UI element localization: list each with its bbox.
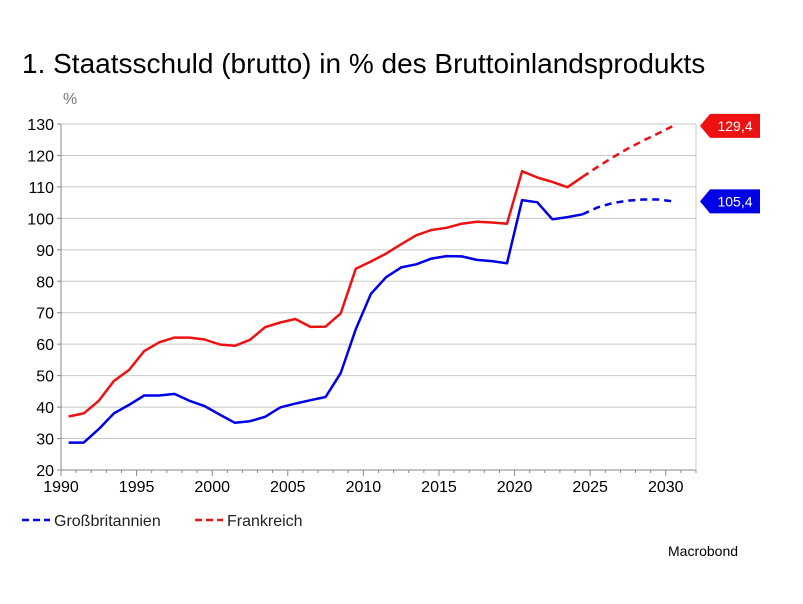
series-forecast-line-gro-britannien <box>582 198 674 216</box>
end-value-labels: 105,4 129,4 <box>700 113 760 214</box>
y-tick-label-40: 40 <box>36 400 54 417</box>
y-tick-label-50: 50 <box>36 369 54 386</box>
y-tick-label-120: 120 <box>27 148 54 165</box>
legend: Großbritannien Frankreich <box>22 513 303 530</box>
legend-label-gro-britannien: Großbritannien <box>54 513 161 530</box>
y-tick-label-20: 20 <box>36 463 54 480</box>
gridlines <box>60 123 697 471</box>
source-label: Macrobond <box>668 543 739 559</box>
chart-title: 1. Staatsschuld (brutto) in % des Brutto… <box>22 48 706 79</box>
end-label-box-gro-britannien <box>700 189 760 214</box>
y-tick-label-80: 80 <box>36 274 54 291</box>
end-label-gro-britannien: 105,4 <box>717 193 752 209</box>
series-line-gro-britannien <box>68 198 583 444</box>
x-tick-label-2020: 2020 <box>497 479 533 496</box>
end-label-box-frankreich <box>700 113 760 138</box>
legend-label-frankreich: Frankreich <box>227 513 303 530</box>
x-tick-label-2015: 2015 <box>421 479 457 496</box>
end-label-frankreich: 129,4 <box>717 118 752 134</box>
x-tick-label-2030: 2030 <box>648 479 684 496</box>
x-tick-label-2005: 2005 <box>270 479 306 496</box>
y-axis-unit-label: % <box>63 91 77 108</box>
y-tick-label-110: 110 <box>28 180 54 197</box>
y-tick-label-90: 90 <box>36 243 54 260</box>
series-line-frankreich <box>68 169 584 418</box>
y-tick-label-70: 70 <box>36 306 54 323</box>
x-tick-label-1990: 1990 <box>43 479 79 496</box>
plot-series <box>68 124 674 444</box>
x-tick-label-2010: 2010 <box>346 479 382 496</box>
y-tick-label-130: 130 <box>27 117 54 134</box>
x-tick-label-2000: 2000 <box>194 479 230 496</box>
x-tick-label-1995: 1995 <box>119 479 155 496</box>
y-tick-label-60: 60 <box>36 337 54 354</box>
y-tick-label-100: 100 <box>27 211 54 228</box>
series-forecast-line-frankreich <box>581 124 674 178</box>
x-tick-label-2025: 2025 <box>572 479 608 496</box>
y-axis-ticks: 20 30 40 50 60 70 80 90 100 110 120 130 <box>27 117 61 480</box>
x-axis-ticks: 1990 1995 2000 2005 2010 2015 2020 2025 2030 <box>43 470 697 496</box>
y-tick-label-30: 30 <box>36 432 54 449</box>
